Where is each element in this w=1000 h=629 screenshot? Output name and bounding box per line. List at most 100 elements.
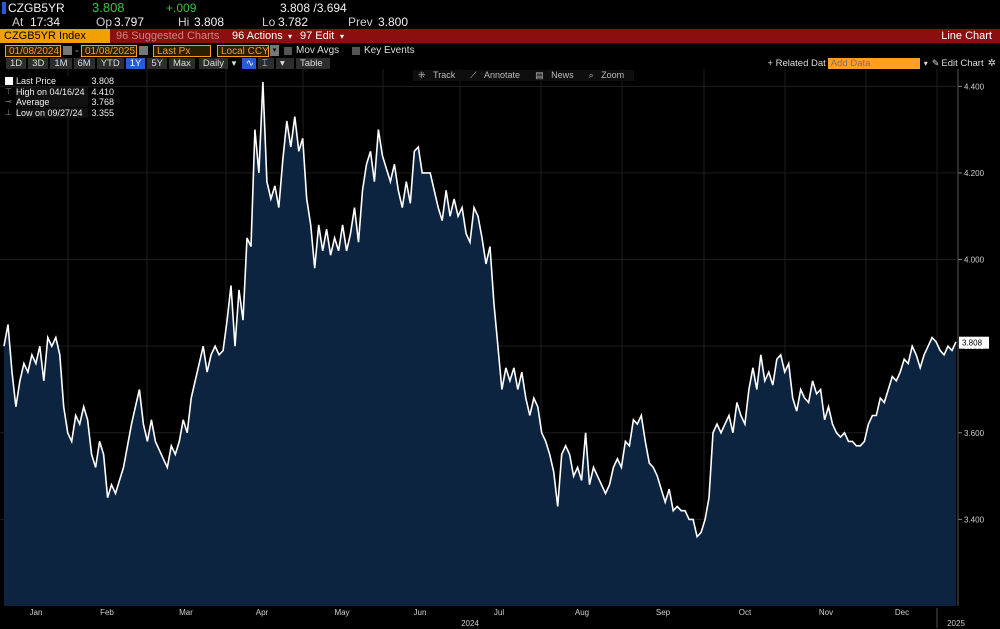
end-calendar-icon[interactable] [139,46,148,55]
legend-checkbox-icon[interactable] [5,77,13,86]
price-line [3,81,957,539]
x-axis: Jan Feb Mar Apr May Jun Jul Aug Sep Oct Nov Dec 2024… [30,608,965,628]
x-tick-label: May [334,608,349,617]
x-tick-label: Dec [895,608,909,617]
table-button[interactable]: Table [295,57,330,69]
x-tick-label: Jan [30,608,43,617]
range-6m-button[interactable]: 6M [73,57,95,69]
start-date-field[interactable]: 01/08/2024 [5,44,61,57]
high-value: 3.808 [194,15,225,29]
edit-chevron-icon[interactable]: ▾ [340,31,345,41]
y-tick-label: 3.600 [964,429,985,438]
date-toolbar: 01/08/2024 - 01/08/2025 Last Px Local CC… [0,44,1000,57]
edit-menu[interactable]: 97 Edit [300,30,335,42]
range-selector: 1D 3D 1M 6M YTD 1Y 5Y Max [6,57,197,69]
bar-style-icon[interactable]: ⌶ [257,57,274,69]
range-toolbar: 1D 3D 1M 6M YTD 1Y 5Y Max Daily ▼ ∿ ⌶ ▾ Table +… [0,57,1000,69]
range-max-button[interactable]: Max [168,57,195,69]
price-field-select[interactable]: Last Px [153,44,211,57]
high-label: Hi [178,15,190,29]
chart-tools: ⁜ Track ⟋ Annotate ▤ News ⌕ Zoom [413,70,635,81]
range-ytd-button[interactable]: YTD [96,57,124,69]
track-tool[interactable]: ⁜ Track [418,70,456,80]
actions-menu[interactable]: 96 Actions [232,30,283,42]
ticker-symbol[interactable]: CZGB5YR [8,0,65,15]
security-field[interactable]: CZGB5YR Index [0,29,110,43]
x-tick-label: Jun [414,608,427,617]
currency-chevron-icon[interactable]: ▾ [270,45,279,56]
year-label: 2024 [461,619,479,628]
range-1d-button[interactable]: 1D [6,57,27,69]
settings-gear-icon[interactable]: ✲ [987,57,996,69]
end-date-field[interactable]: 01/08/2025 [81,44,137,57]
frequency-chevron-icon[interactable]: ▼ [230,58,238,68]
x-tick-label: Apr [256,608,269,617]
actions-chevron-icon[interactable]: ▾ [288,31,293,41]
price-area-fill [4,82,956,606]
start-calendar-icon[interactable] [63,46,72,55]
add-data-input[interactable] [827,57,920,69]
currency-select[interactable]: Local CCY [217,44,269,57]
prev-label: Prev [348,15,373,29]
chart-type-label: Line Chart [941,30,992,42]
style-chevron-icon[interactable]: ▾ [275,57,294,69]
key-events-checkbox[interactable] [352,46,360,55]
last-price: 3.808 [92,0,125,15]
at-time: 17:34 [30,15,61,29]
x-tick-label: Mar [179,608,193,617]
edit-chart-button[interactable]: Edit Chart [941,57,984,69]
edit-chart-icon[interactable]: ✎ [931,57,940,68]
quote-header: CZGB5YR 3.808 +.009 3.808 /3.694 [0,0,1000,15]
news-tool[interactable]: ▤ News [535,70,574,80]
legend-average: ⊸ Average 3.768 [5,97,114,108]
legend-high: ⊤ High on 04/16/24 4.410 [5,86,114,97]
quote-details: At 17:34 Op 3.797 Hi 3.808 Lo 3.782 Prev… [0,15,1000,29]
bid-ask: 3.808 /3.694 [280,0,347,15]
title-bar: CZGB5YR Index 96 Suggested Charts 96 Act… [0,29,1000,43]
x-tick-label: Jul [494,608,504,617]
x-tick-label: Aug [575,608,589,617]
x-tick-label: Feb [100,608,114,617]
open-label: Op [96,15,113,29]
low-value: 3.782 [278,15,309,29]
last-price-tag-label: 3.808 [962,339,983,348]
chart-legend: Last Price 3.808 ⊤ High on 04/16/24 4.41… [5,76,114,118]
x-tick-label: Nov [819,608,833,617]
low-marker-icon: ⊥ [5,107,12,117]
range-5y-button[interactable]: 5Y [147,57,167,69]
date-separator: - [75,44,79,57]
suggested-charts-button[interactable]: 96 Suggested Charts [116,30,220,42]
range-1y-button[interactable]: 1Y [125,57,146,69]
annotate-tool[interactable]: ⟋ Annotate [470,70,521,80]
y-tick-label: 4.000 [964,256,985,265]
average-marker-icon: ⊸ [5,97,12,107]
zoom-tool[interactable]: ⌕ Zoom [588,70,625,80]
mov-avgs-label: Mov Avgs [296,45,340,56]
open-value: 3.797 [114,15,145,29]
key-events-label: Key Events [364,45,415,56]
y-tick-label: 3.400 [964,515,985,524]
net-change: +.009 [166,0,197,15]
year-label: 2025 [947,619,965,628]
related-data-button[interactable]: + Related Dat [767,57,826,69]
mov-avgs-checkbox[interactable] [284,46,292,55]
frequency-select[interactable]: Daily [198,57,229,69]
prev-value: 3.800 [378,15,409,29]
low-label: Lo [262,15,276,29]
x-tick-label: Oct [739,608,752,617]
range-3d-button[interactable]: 3D [28,57,49,69]
last-price-tag [959,336,989,349]
legend-last-price[interactable]: Last Price 3.808 [5,76,114,87]
y-tick-label: 4.400 [964,82,985,91]
ticker-marker [2,1,6,14]
y-tick-label: 4.200 [964,169,985,178]
high-marker-icon: ⊤ [5,86,12,96]
x-tick-label: Sep [656,608,671,617]
range-1m-button[interactable]: 1M [50,57,72,69]
legend-low: ⊥ Low on 09/27/24 3.355 [5,107,114,118]
at-label: At [12,15,24,29]
line-style-icon[interactable]: ∿ [241,57,256,69]
add-data-chevron-icon[interactable]: ▾ [923,58,928,68]
